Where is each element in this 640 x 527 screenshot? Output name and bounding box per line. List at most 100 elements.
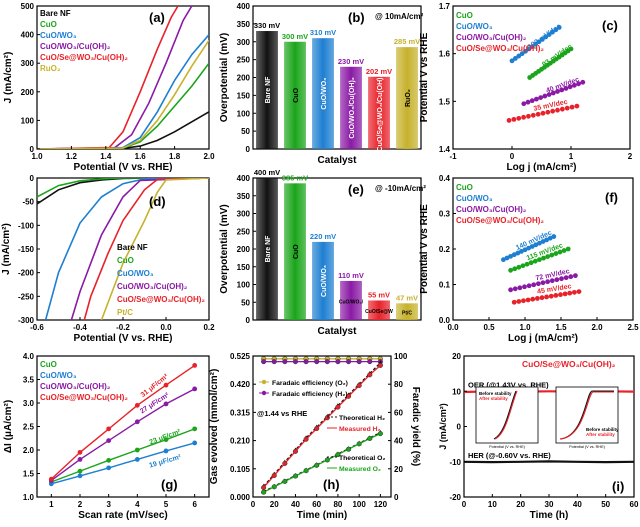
bar-value-label: 400 mV <box>254 168 280 177</box>
data-point <box>324 457 330 463</box>
data-point <box>314 462 320 468</box>
data-point <box>543 34 549 40</box>
panel-i: 0 10 20 30 40 50 60 -20 -10 0 10 20 Time (h) J (mA/cm… <box>438 352 639 521</box>
data-point <box>526 283 532 289</box>
data-point <box>553 27 559 33</box>
her-annotation: HER (@-0.60V vs. RHE) <box>468 451 551 460</box>
x-tick-label: 40 <box>573 500 582 509</box>
y-tick-label: 0.2 <box>439 245 451 254</box>
x-axis-label: Log j (mA/cm²) <box>508 333 578 344</box>
data-point <box>356 441 362 447</box>
x-tick-label: 4 <box>135 500 140 509</box>
y2-tick-label: 20 <box>394 465 403 474</box>
panel-d: -0.6 -0.4 -0.2 0.0 0.2 0 -50 -100 -150 -200 -250 -3… <box>1 174 215 344</box>
y-tick-label: -20 <box>449 493 461 502</box>
data-point <box>163 382 169 388</box>
inset-x-label: Potential (V vs. RHE) <box>489 445 526 449</box>
data-point <box>261 359 267 365</box>
data-point <box>367 372 373 378</box>
y-tick-label: 0.210 <box>230 437 251 446</box>
data-point <box>530 112 536 118</box>
data-point <box>192 363 198 368</box>
y2-tick-label: 0 <box>394 493 399 502</box>
bar-value-label: 110 mV <box>338 271 364 280</box>
y-tick-label: -50 <box>22 198 34 207</box>
x-tick-label: -0.6 <box>30 323 44 332</box>
inset-frame <box>555 386 619 444</box>
data-point <box>134 402 140 408</box>
data-point <box>367 435 373 442</box>
data-point <box>163 448 169 454</box>
bar <box>284 41 306 149</box>
data-point <box>574 103 580 109</box>
legend-marker <box>261 390 267 396</box>
data-point <box>580 79 586 85</box>
series-line <box>70 178 209 320</box>
data-point <box>534 96 539 102</box>
y-tick-label: 300 <box>21 59 35 68</box>
data-point <box>529 44 535 49</box>
x-tick-label: 80 <box>333 500 342 509</box>
panel-label: (i) <box>612 479 624 494</box>
x-tick-label: -0.4 <box>73 323 87 332</box>
data-point <box>511 116 517 122</box>
data-point <box>345 446 352 452</box>
data-point <box>559 87 565 93</box>
series-line <box>51 442 195 485</box>
data-point <box>516 264 522 270</box>
y2-tick-label: 100 <box>394 352 408 361</box>
inset-label: Before stability <box>586 427 619 432</box>
bar <box>368 300 390 320</box>
bar <box>284 183 306 320</box>
data-point <box>546 32 552 37</box>
data-point <box>545 279 551 285</box>
data-point <box>568 46 574 52</box>
bar-category-label: CuO <box>293 244 300 259</box>
legend-entry: Measured O₂ <box>339 466 381 473</box>
inset-curve-after <box>559 391 614 440</box>
legend-entry: CuO <box>456 11 473 20</box>
x-tick-label: -1 <box>449 152 457 161</box>
y-axis-label: J (mA/cm²) <box>1 223 12 275</box>
x-tick-label: 1 <box>569 152 574 161</box>
bar-value-label: 310 mV <box>310 28 336 37</box>
data-point <box>546 92 552 97</box>
data-point <box>526 113 531 119</box>
legend-entry: CuO <box>117 256 134 265</box>
series-line <box>37 178 209 198</box>
data-point <box>550 108 556 114</box>
y-tick-label: 50 <box>241 127 250 136</box>
data-point <box>345 359 352 365</box>
series-line <box>263 364 381 489</box>
data-point <box>367 359 373 365</box>
data-point <box>537 257 542 263</box>
data-point <box>134 447 140 453</box>
data-point <box>292 448 299 454</box>
x-tick-label: 0.5 <box>483 323 495 332</box>
data-point <box>538 95 544 100</box>
bar-value-label: 202 mV <box>366 67 392 76</box>
data-point <box>536 39 542 45</box>
y-axis-label: Overpotential (mV) <box>219 204 230 293</box>
data-point <box>554 277 560 283</box>
inset-label: Before stability <box>479 391 512 396</box>
y-tick-label: 0.315 <box>230 408 251 417</box>
data-point <box>335 359 341 365</box>
y-tick-label: 1.6 <box>439 50 451 59</box>
series-line <box>100 178 209 320</box>
data-point <box>562 291 568 297</box>
data-point <box>501 257 506 263</box>
y-tick-label: -250 <box>18 292 35 301</box>
y-axis-label: Gas evolved (mmol/cm²) <box>209 369 220 485</box>
x-tick-label: 120 <box>374 500 388 509</box>
bar <box>256 31 278 149</box>
legend-entry: CuO/WO₃/Cu(OH)₂ <box>456 205 527 214</box>
y-tick-label: 250 <box>237 227 251 236</box>
bar-category-label: CuO/Se@W <box>365 309 393 315</box>
x-tick-label: 60 <box>630 500 639 509</box>
x-tick-label: 10 <box>488 500 497 509</box>
y-tick-label: -150 <box>18 245 35 254</box>
series-line <box>83 178 209 320</box>
bar-category-label: CuO/WO₃ <box>321 265 328 297</box>
